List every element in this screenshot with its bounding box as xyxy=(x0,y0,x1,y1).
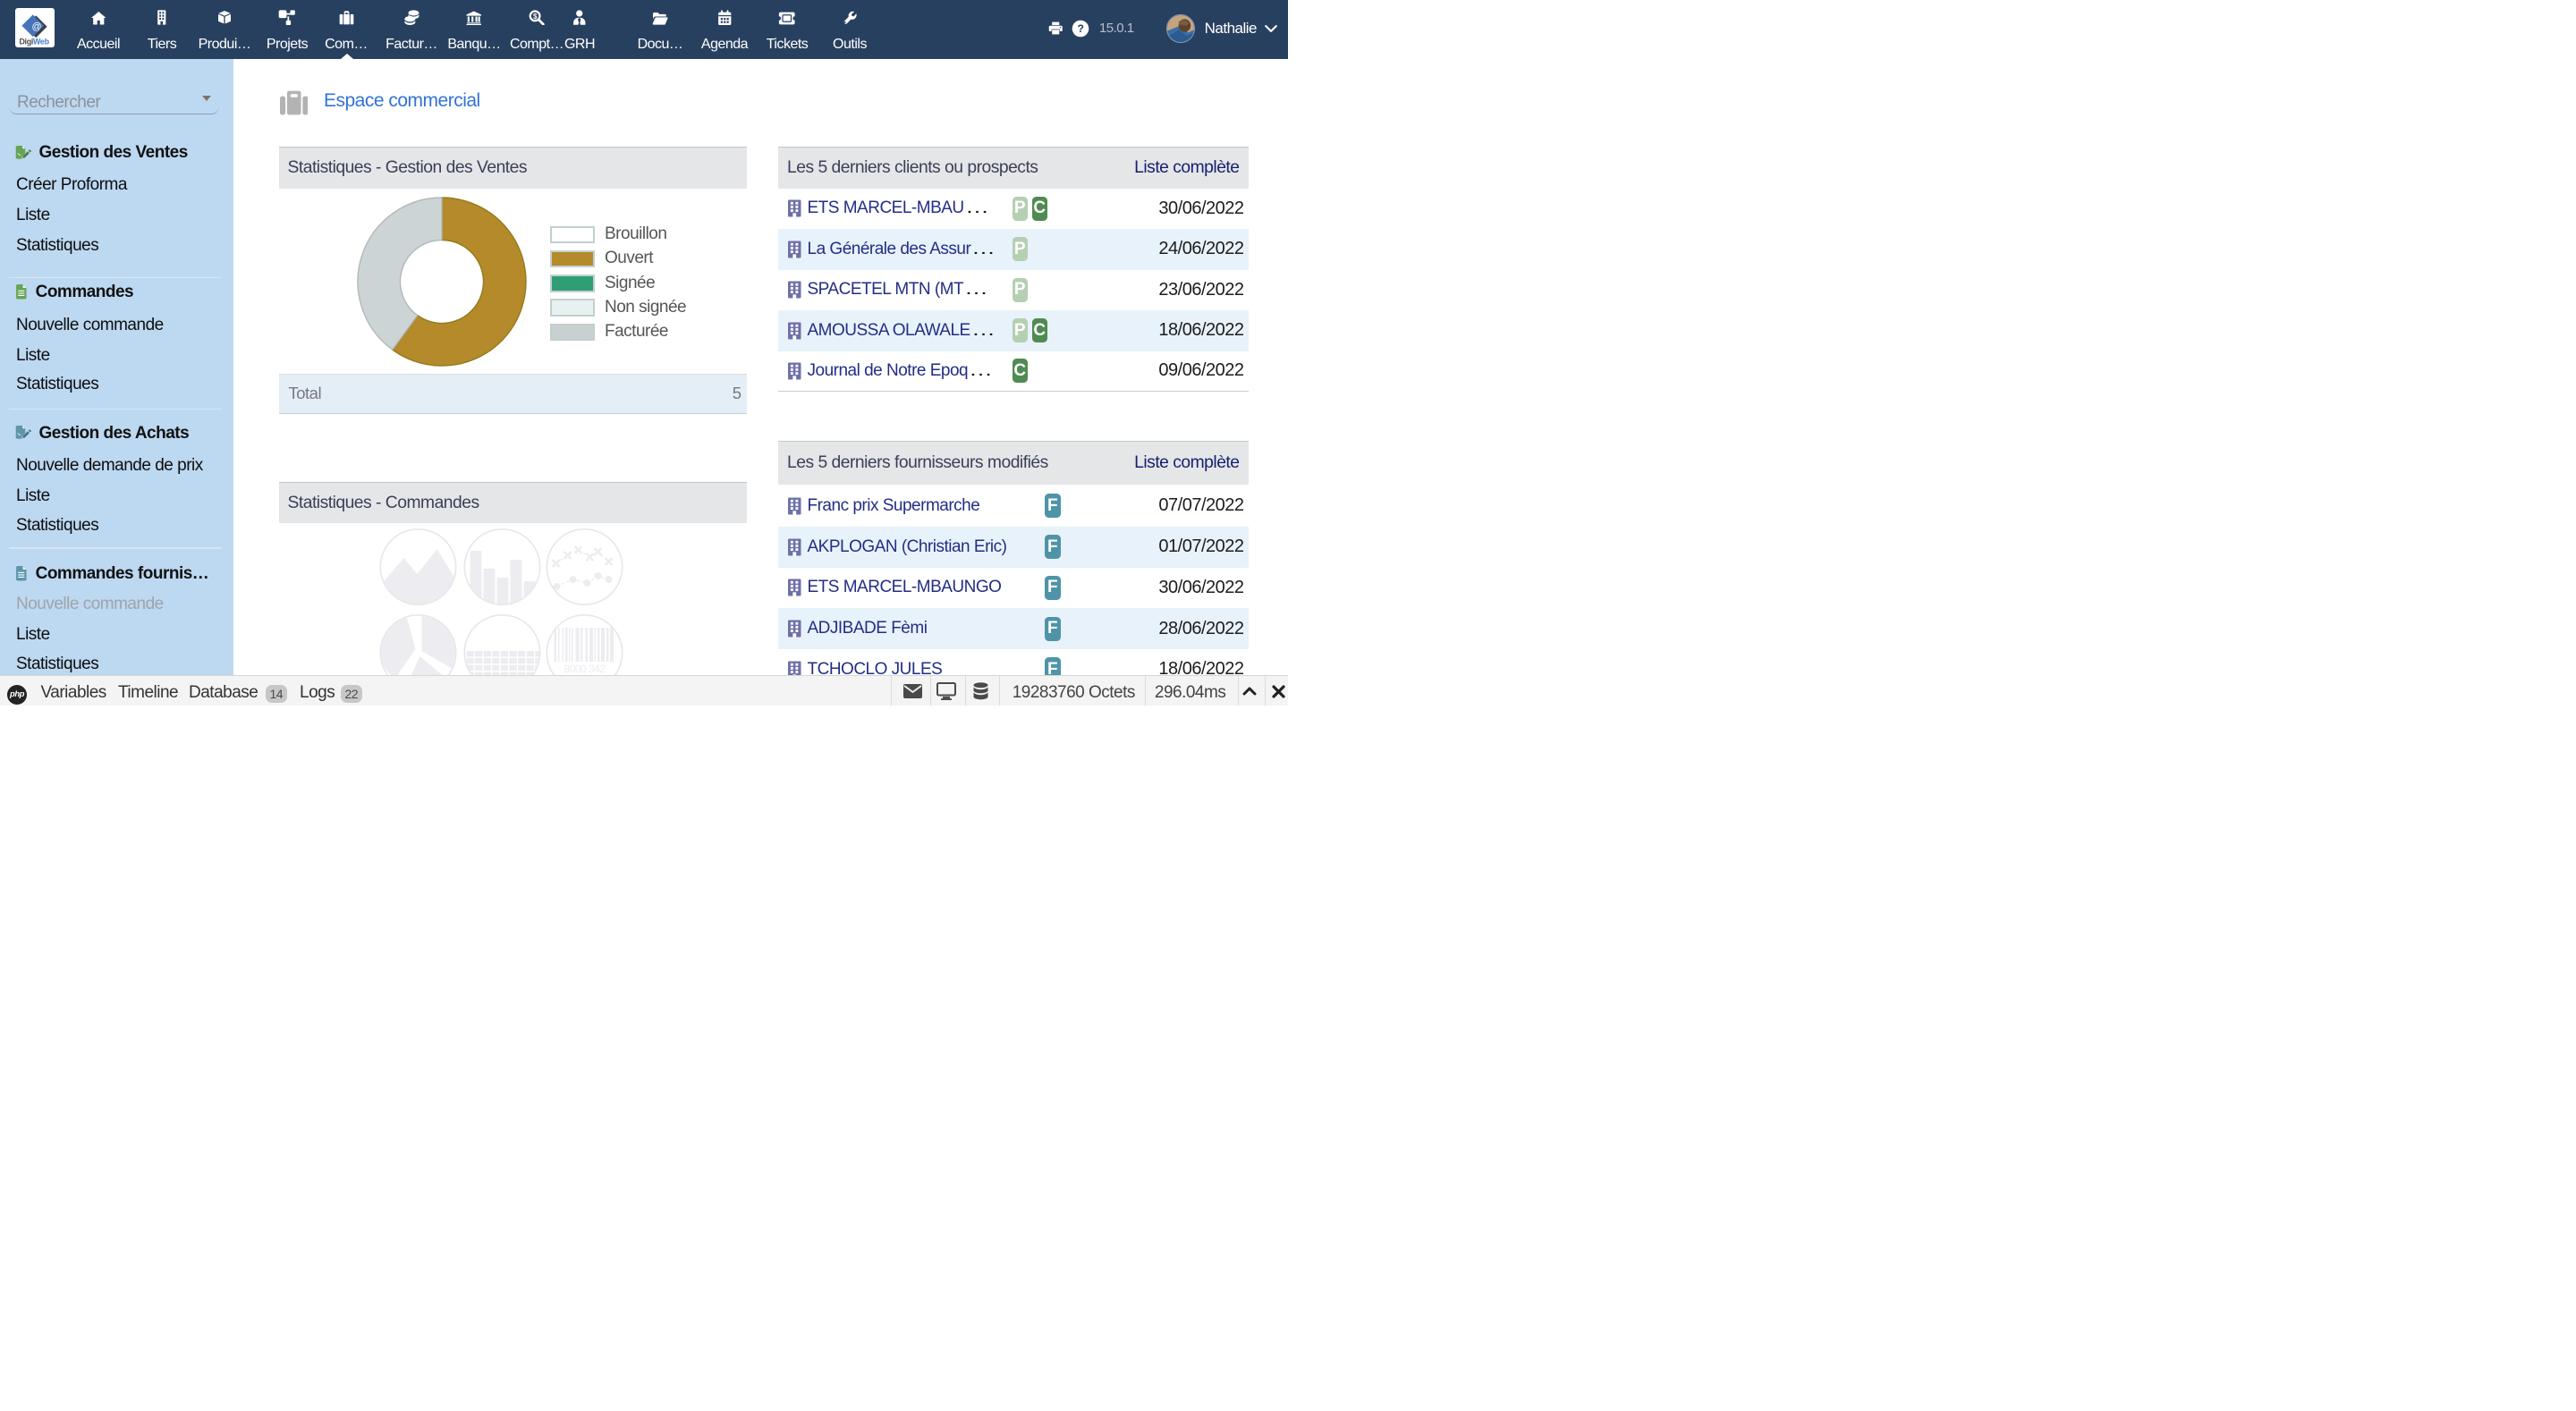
svg-text:8000 342: 8000 342 xyxy=(564,663,606,675)
svg-text:?: ? xyxy=(1077,22,1083,35)
svg-text:$: $ xyxy=(533,13,538,21)
svg-text:DigiWeb: DigiWeb xyxy=(19,38,49,46)
svg-text:@: @ xyxy=(31,21,41,32)
